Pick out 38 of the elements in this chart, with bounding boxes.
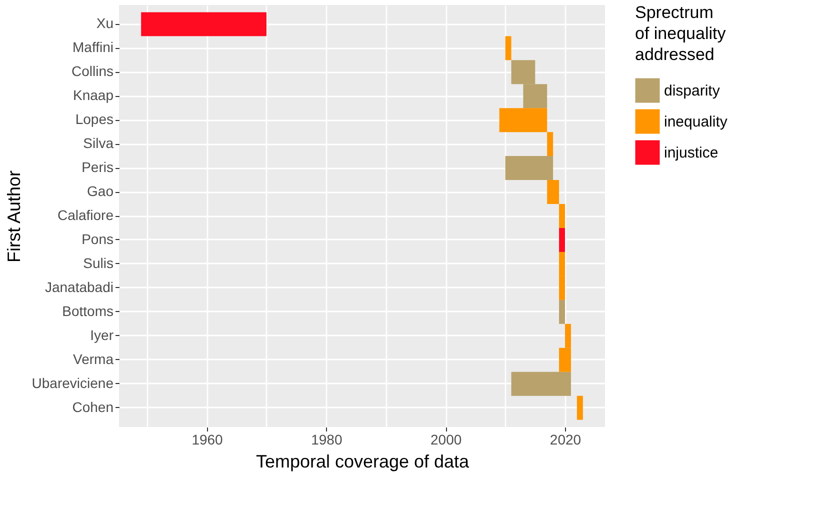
legend-label: injustice: [664, 144, 718, 162]
x-axis-title: Temporal coverage of data: [256, 452, 470, 472]
bar: [505, 156, 554, 180]
y-tick-label: Gao: [87, 183, 114, 200]
bar: [576, 396, 583, 420]
y-axis-title: First Author: [4, 170, 24, 263]
bar: [511, 372, 571, 396]
x-tick-label: 1980: [311, 432, 342, 448]
legend-title: Sprectrum of inequality addressed: [635, 3, 726, 64]
y-tick-label: Cohen: [72, 398, 114, 415]
bar: [505, 36, 512, 60]
bar: [547, 180, 560, 204]
y-tick-label: Xu: [96, 15, 114, 32]
x-tick-label: 1960: [192, 432, 224, 448]
y-tick-label: Janatabadi: [44, 278, 114, 295]
y-tick-label: Silva: [83, 135, 114, 152]
y-tick-label: Ubareviciene: [32, 374, 114, 391]
y-tick-label: Collins: [71, 63, 114, 80]
y-tick-label: Sulis: [83, 254, 114, 271]
legend-label: disparity: [664, 82, 720, 100]
y-tick-label: Bottoms: [62, 302, 114, 319]
y-tick-label: Calafiore: [57, 207, 114, 223]
y-tick-label: Maffini: [72, 39, 114, 56]
y-tick-label: Pons: [82, 230, 114, 247]
bar: [559, 204, 565, 228]
y-tick-label: Iyer: [90, 326, 114, 343]
bar: [559, 228, 565, 252]
y-tick-label: Peris: [82, 159, 114, 176]
legend-label: inequality: [664, 114, 728, 130]
y-tick-label: Verma: [73, 350, 114, 367]
bar: [547, 132, 554, 156]
bar: [141, 12, 266, 36]
y-tick-label: Lopes: [75, 111, 114, 128]
bar: [499, 108, 548, 132]
x-tick-label: 2020: [550, 432, 582, 448]
x-tick-label: 2000: [430, 432, 462, 448]
bar: [559, 300, 565, 324]
y-tick-label: Knaap: [73, 87, 114, 104]
